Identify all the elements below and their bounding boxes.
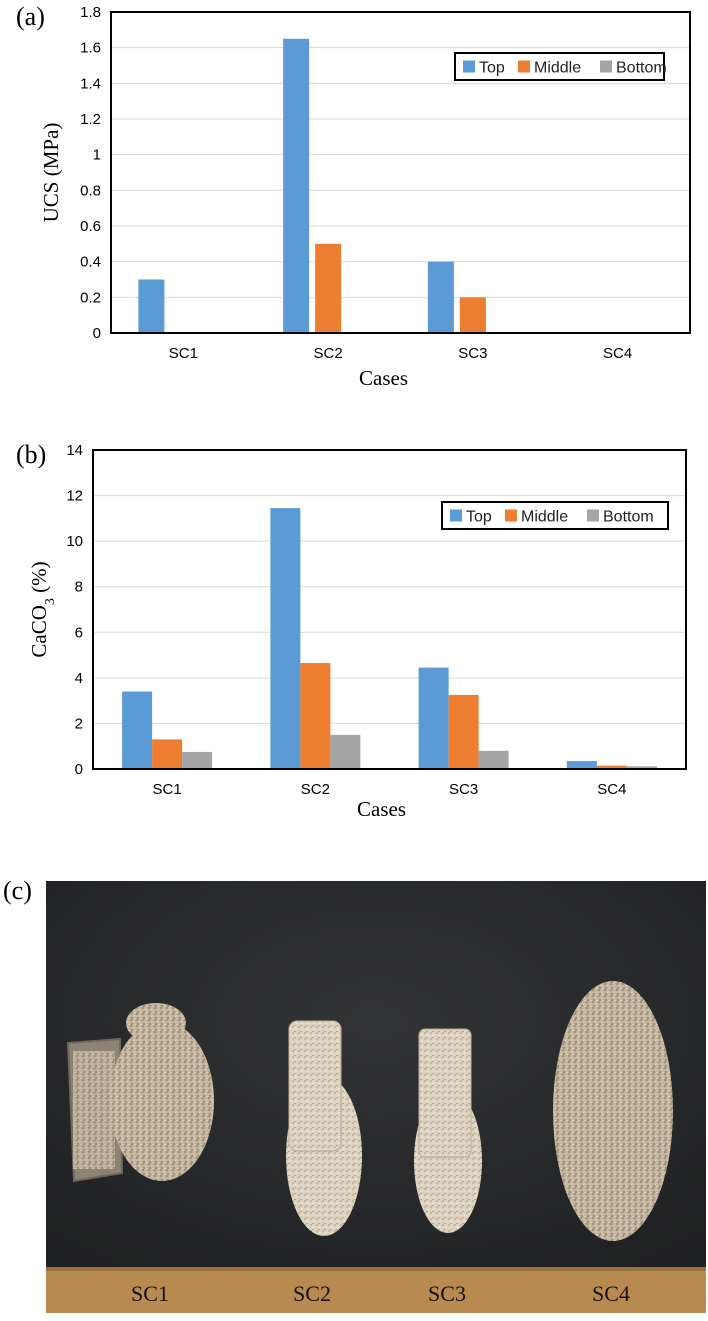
plot-frame: [110, 11, 691, 334]
photo-caption-sc3: SC3: [428, 1281, 466, 1306]
bar-middle-sc3: [459, 297, 486, 333]
x-tick-label: SC2: [301, 781, 330, 798]
bar-middle-sc4: [596, 765, 627, 769]
bar-bottom-sc2: [330, 734, 361, 769]
legend-swatch-bottom: [587, 509, 599, 522]
bar-top-sc3: [418, 667, 449, 769]
photo-caption-sc4: SC4: [592, 1281, 630, 1306]
y-tick-label: 2: [75, 715, 83, 732]
bar-top-sc1: [138, 279, 165, 333]
sample-photo: SC1 SC2 SC3 SC4: [46, 881, 706, 1313]
legend-swatch-middle: [518, 60, 530, 73]
y-tick-label: 0.8: [80, 182, 101, 199]
y-tick-label: 0: [75, 761, 83, 778]
panel-a-label: (a): [16, 2, 45, 31]
bar-middle-sc2: [315, 243, 342, 333]
x-axis-label: Cases: [357, 797, 406, 821]
plot-frame: [92, 449, 687, 770]
y-tick-label: 6: [75, 624, 83, 641]
chart-a-ucs: 0 0.2 0.4 0.6 0.8 1 1.2 1.4 1.6 1.8 SC1 SC2 SC3 SC4 Ca…: [39, 4, 691, 390]
bar-top-sc3: [427, 261, 454, 333]
bar-top-sc4: [566, 761, 597, 769]
sample-sc3: [414, 1028, 482, 1233]
bar-middle-sc2: [300, 663, 331, 769]
legend-label-top: Top: [466, 509, 492, 526]
x-tick-label: SC4: [603, 345, 632, 362]
x-tick-label: SC1: [169, 345, 198, 362]
x-tick-label: SC1: [153, 781, 182, 798]
y-tick-label: 0.6: [80, 218, 101, 235]
x-tick-label: SC3: [458, 345, 487, 362]
y-tick-label: 1.6: [80, 40, 101, 57]
photo-caption-sc1: SC1: [131, 1281, 169, 1306]
legend-swatch-middle: [505, 509, 517, 522]
y-tick-label: 12: [66, 488, 83, 505]
y-tick-label: 1.4: [80, 75, 101, 92]
y-tick-label: 0: [93, 325, 101, 342]
x-tick-label: SC2: [314, 345, 343, 362]
legend-label-bottom: Bottom: [603, 509, 654, 526]
y-tick-label: 1.2: [80, 111, 101, 128]
bar-middle-sc3: [448, 694, 479, 769]
bar-middle-sc1: [152, 739, 183, 769]
legend: Top Middle Bottom: [441, 501, 669, 530]
y-tick-label: 0.2: [80, 289, 101, 306]
y-tick-label: 14: [66, 442, 83, 459]
sample-sc2: [286, 1020, 362, 1236]
bar-top-sc1: [122, 691, 153, 769]
legend-label-bottom: Bottom: [616, 60, 667, 77]
legend-swatch-top: [463, 60, 475, 73]
bar-bottom-sc3: [478, 750, 509, 769]
chart-b-caco3: 0 2 4 6 8 10 12 14 SC1 SC2 SC3 SC4 Cases CaCO3 (%) Top…: [27, 442, 687, 821]
legend-label-middle: Middle: [534, 60, 581, 77]
panel-c-label: (c): [3, 876, 32, 905]
y-tick-label: 1: [93, 147, 101, 164]
y-tick-label: 0.4: [80, 254, 101, 271]
y-tick-label: 8: [75, 579, 83, 596]
x-tick-label: SC3: [449, 781, 478, 798]
bar-bottom-sc1: [182, 751, 213, 769]
y-tick-label: 4: [75, 670, 83, 687]
bar-bottom-sc4: [626, 766, 657, 769]
sample-sc4: [553, 981, 673, 1241]
y-tick-label: 10: [66, 533, 83, 550]
sample-sc1: [66, 1003, 214, 1183]
legend-frame: [441, 501, 669, 530]
legend: Top Middle Bottom: [454, 52, 667, 81]
legend-swatch-top: [450, 509, 462, 522]
y-axis-label: CaCO3 (%): [27, 561, 58, 657]
y-tick-label: 1.8: [80, 4, 101, 21]
legend-label-middle: Middle: [521, 509, 568, 526]
panel-b-label: (b): [16, 440, 47, 469]
x-tick-label: SC4: [597, 781, 626, 798]
legend-frame: [454, 52, 665, 81]
photo-caption-sc2: SC2: [293, 1281, 331, 1306]
bar-top-sc2: [270, 508, 301, 769]
x-axis-label: Cases: [359, 366, 408, 390]
bar-top-sc2: [283, 38, 310, 333]
legend-label-top: Top: [479, 60, 505, 77]
photo-table-edge: [46, 1267, 706, 1313]
y-axis-label: UCS (MPa): [39, 123, 63, 223]
legend-swatch-bottom: [600, 60, 612, 73]
